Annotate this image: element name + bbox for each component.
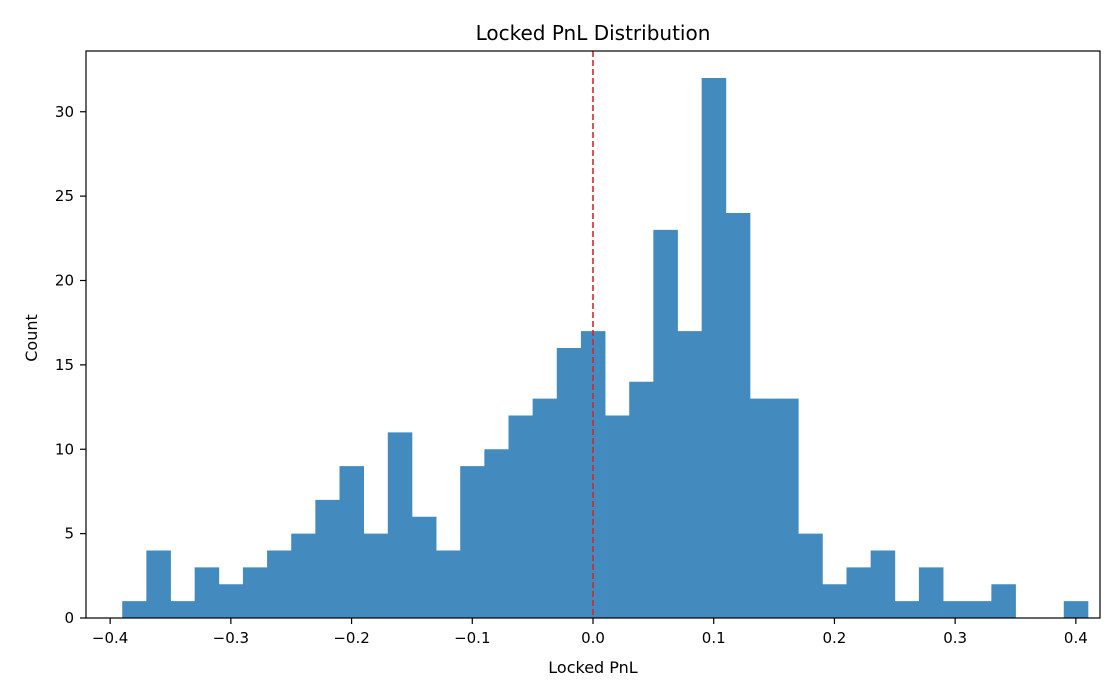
histogram-bar — [436, 550, 461, 618]
histogram-bar — [894, 601, 920, 618]
x-tick-label: −0.4 — [92, 629, 128, 647]
x-axis-ticks: −0.4 −0.3 −0.2 −0.1 0.0 0.1 0.2 0.3 0.4 — [92, 618, 1088, 647]
histogram-bar — [387, 432, 413, 618]
histogram-bar — [1063, 601, 1089, 618]
histogram-bar — [122, 601, 147, 618]
y-tick-label: 20 — [55, 272, 74, 290]
histogram-bar — [629, 381, 654, 618]
histogram-bar — [749, 398, 775, 618]
histogram-bar — [315, 499, 340, 618]
histogram-bar — [822, 584, 847, 618]
histogram-bar — [291, 533, 316, 618]
histogram-bar — [870, 550, 896, 618]
histogram-bar — [943, 601, 968, 618]
histogram-bar — [339, 466, 365, 618]
histogram-bar — [846, 567, 872, 618]
histogram-bar — [605, 415, 630, 618]
y-tick-label: 30 — [55, 103, 74, 121]
histogram-bar — [918, 567, 944, 618]
histogram-bar — [363, 533, 389, 618]
histogram-bar — [484, 449, 509, 618]
y-axis-ticks: 0 5 10 15 20 25 30 — [55, 103, 86, 627]
histogram-bars — [122, 78, 1089, 618]
x-tick-label: 0.3 — [943, 629, 967, 647]
histogram-bar — [146, 550, 171, 618]
histogram-bar — [411, 516, 437, 618]
histogram-bar — [194, 567, 220, 618]
histogram-bar — [774, 398, 799, 618]
y-tick-label: 10 — [55, 440, 74, 458]
x-tick-label: 0.4 — [1064, 629, 1088, 647]
histogram-bar — [701, 78, 727, 618]
x-tick-label: −0.3 — [213, 629, 249, 647]
histogram-bar — [218, 584, 244, 618]
y-tick-label: 25 — [55, 187, 74, 205]
x-axis-label: Locked PnL — [548, 658, 638, 677]
histogram-bar — [532, 398, 558, 618]
histogram-bar — [798, 533, 823, 618]
histogram-bar — [460, 466, 485, 618]
x-tick-label: 0.2 — [822, 629, 846, 647]
histogram-bar — [967, 601, 992, 618]
histogram-bar — [725, 213, 751, 618]
x-tick-label: −0.1 — [454, 629, 490, 647]
histogram-bar — [991, 584, 1016, 618]
x-tick-label: −0.2 — [333, 629, 369, 647]
histogram-bar — [677, 331, 703, 618]
y-tick-label: 15 — [55, 356, 74, 374]
histogram-bar — [267, 550, 292, 618]
histogram-bar — [170, 601, 196, 618]
chart-title: Locked PnL Distribution — [476, 21, 711, 45]
x-tick-label: 0.0 — [581, 629, 605, 647]
x-tick-label: 0.1 — [702, 629, 726, 647]
y-axis-label: Count — [22, 314, 41, 362]
histogram-bar — [653, 229, 678, 618]
y-tick-label: 0 — [64, 609, 74, 627]
histogram-bar — [508, 415, 534, 618]
y-tick-label: 5 — [64, 525, 74, 543]
histogram-bar — [556, 348, 582, 618]
histogram-bar — [242, 567, 268, 618]
